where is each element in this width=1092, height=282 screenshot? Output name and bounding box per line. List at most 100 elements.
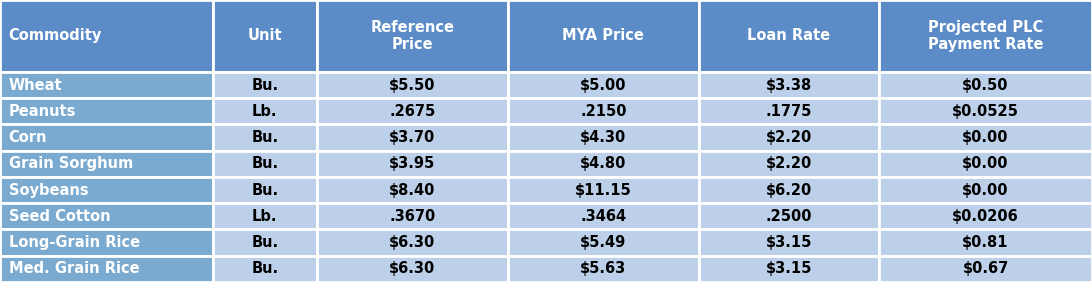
- Bar: [699, 151, 879, 177]
- Text: $0.00: $0.00: [962, 182, 1009, 198]
- Text: $3.15: $3.15: [765, 235, 812, 250]
- Text: $3.15: $3.15: [765, 261, 812, 276]
- Text: $6.30: $6.30: [389, 235, 436, 250]
- Text: Bu.: Bu.: [251, 130, 278, 145]
- Text: Bu.: Bu.: [251, 78, 278, 92]
- Bar: [879, 256, 1092, 282]
- Text: .3464: .3464: [580, 209, 627, 224]
- Bar: [213, 203, 317, 230]
- Bar: [699, 72, 879, 98]
- Text: .3670: .3670: [389, 209, 436, 224]
- Bar: [0, 124, 213, 151]
- Text: Med. Grain Rice: Med. Grain Rice: [9, 261, 140, 276]
- Bar: [508, 230, 699, 256]
- Text: $0.00: $0.00: [962, 130, 1009, 145]
- Bar: [699, 203, 879, 230]
- Bar: [699, 230, 879, 256]
- Text: Bu.: Bu.: [251, 235, 278, 250]
- Bar: [317, 203, 508, 230]
- Text: $3.95: $3.95: [389, 156, 436, 171]
- Bar: [0, 98, 213, 124]
- Bar: [879, 98, 1092, 124]
- Text: $5.63: $5.63: [580, 261, 627, 276]
- Text: $0.00: $0.00: [962, 156, 1009, 171]
- Text: .2150: .2150: [580, 104, 627, 119]
- Bar: [879, 124, 1092, 151]
- Bar: [699, 0, 879, 72]
- Bar: [508, 256, 699, 282]
- Text: Reference
Price: Reference Price: [370, 20, 454, 52]
- Bar: [508, 151, 699, 177]
- Text: Peanuts: Peanuts: [9, 104, 76, 119]
- Bar: [508, 177, 699, 203]
- Bar: [0, 203, 213, 230]
- Text: $5.49: $5.49: [580, 235, 627, 250]
- Text: $3.70: $3.70: [389, 130, 436, 145]
- Text: Lb.: Lb.: [252, 104, 277, 119]
- Text: .2675: .2675: [389, 104, 436, 119]
- Text: $11.15: $11.15: [575, 182, 631, 198]
- Bar: [0, 177, 213, 203]
- Text: $4.80: $4.80: [580, 156, 627, 171]
- Bar: [213, 124, 317, 151]
- Bar: [699, 124, 879, 151]
- Text: Bu.: Bu.: [251, 261, 278, 276]
- Text: Soybeans: Soybeans: [9, 182, 88, 198]
- Bar: [213, 256, 317, 282]
- Bar: [0, 151, 213, 177]
- Text: Unit: Unit: [248, 28, 282, 43]
- Bar: [879, 177, 1092, 203]
- Text: MYA Price: MYA Price: [562, 28, 644, 43]
- Text: $3.38: $3.38: [765, 78, 812, 92]
- Text: $0.0525: $0.0525: [952, 104, 1019, 119]
- Text: Projected PLC
Payment Rate: Projected PLC Payment Rate: [928, 20, 1043, 52]
- Text: Loan Rate: Loan Rate: [747, 28, 831, 43]
- Bar: [879, 0, 1092, 72]
- Text: $4.30: $4.30: [580, 130, 627, 145]
- Bar: [213, 230, 317, 256]
- Bar: [0, 72, 213, 98]
- Bar: [317, 177, 508, 203]
- Text: $5.00: $5.00: [580, 78, 627, 92]
- Text: $6.20: $6.20: [765, 182, 812, 198]
- Text: $0.81: $0.81: [962, 235, 1009, 250]
- Text: .1775: .1775: [765, 104, 812, 119]
- Text: Commodity: Commodity: [9, 28, 103, 43]
- Bar: [508, 98, 699, 124]
- Bar: [317, 230, 508, 256]
- Bar: [213, 177, 317, 203]
- Bar: [0, 256, 213, 282]
- Text: $0.50: $0.50: [962, 78, 1009, 92]
- Bar: [317, 124, 508, 151]
- Bar: [0, 230, 213, 256]
- Text: $2.20: $2.20: [765, 130, 812, 145]
- Text: $2.20: $2.20: [765, 156, 812, 171]
- Bar: [213, 98, 317, 124]
- Bar: [879, 72, 1092, 98]
- Bar: [0, 0, 213, 72]
- Bar: [699, 177, 879, 203]
- Text: Bu.: Bu.: [251, 182, 278, 198]
- Bar: [317, 256, 508, 282]
- Bar: [213, 0, 317, 72]
- Bar: [879, 230, 1092, 256]
- Text: Seed Cotton: Seed Cotton: [9, 209, 110, 224]
- Bar: [508, 72, 699, 98]
- Text: $0.67: $0.67: [962, 261, 1009, 276]
- Bar: [879, 151, 1092, 177]
- Bar: [317, 151, 508, 177]
- Bar: [317, 0, 508, 72]
- Text: $8.40: $8.40: [389, 182, 436, 198]
- Text: Wheat: Wheat: [9, 78, 62, 92]
- Text: $5.50: $5.50: [389, 78, 436, 92]
- Bar: [879, 203, 1092, 230]
- Text: Lb.: Lb.: [252, 209, 277, 224]
- Text: .2500: .2500: [765, 209, 812, 224]
- Text: Bu.: Bu.: [251, 156, 278, 171]
- Text: $6.30: $6.30: [389, 261, 436, 276]
- Bar: [317, 72, 508, 98]
- Bar: [213, 72, 317, 98]
- Bar: [317, 98, 508, 124]
- Bar: [508, 0, 699, 72]
- Text: Corn: Corn: [9, 130, 47, 145]
